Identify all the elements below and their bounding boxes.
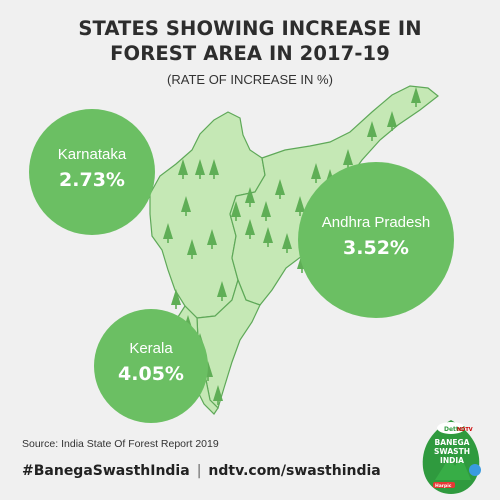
tree-icon (231, 201, 241, 221)
tree-icon (311, 163, 321, 183)
hashtag: #BanegaSwasthIndia (22, 463, 190, 479)
state-name: Andhra Pradesh (321, 214, 431, 231)
tree-icon (343, 149, 353, 169)
logo-brand-2: NDTV (457, 427, 473, 433)
bubble-karnataka (29, 109, 155, 235)
chart-subtitle: (RATE OF INCREASE IN %) (167, 72, 333, 87)
tree-icon (387, 111, 397, 131)
bubble-label: Karnataka 2.73% (29, 146, 155, 191)
state-value: 3.52% (343, 237, 409, 259)
bubble-andhra-pradesh (298, 162, 454, 318)
tree-icon (282, 233, 292, 253)
logo-line-3: INDIA (440, 456, 464, 465)
tree-icon (195, 159, 205, 179)
tree-icon (209, 159, 219, 179)
banega-swasth-india-logo: Dettol NDTV Harpic (422, 420, 481, 494)
tree-icon (187, 239, 197, 259)
tree-icon (213, 385, 223, 405)
title-line-2: FOREST AREA IN 2017-19 (110, 42, 390, 65)
tree-icon (178, 159, 188, 179)
tree-icon (163, 223, 173, 243)
logo-line-2: SWASTH (434, 447, 470, 456)
tree-icon (367, 121, 377, 141)
bubble-label: Andhra Pradesh 3.52% (298, 214, 454, 259)
tree-icon (261, 201, 271, 221)
tree-icon (411, 87, 421, 107)
site-link[interactable]: ndtv.com/swasthindia (208, 463, 381, 479)
logo-brand-3: Harpic (435, 483, 452, 489)
footer: #BanegaSwasthIndia | ndtv.com/swasthindia (22, 463, 381, 479)
tree-icon (295, 196, 305, 216)
chart-title: STATES SHOWING INCREASE IN FOREST AREA I… (0, 16, 500, 66)
state-value: 4.05% (118, 363, 184, 385)
source-note: Source: India State Of Forest Report 201… (22, 438, 219, 450)
tree-icon (217, 281, 227, 301)
tree-icon (245, 219, 255, 239)
bubbles (29, 109, 454, 423)
state-name: Karnataka (57, 146, 127, 163)
logo-line-1: BANEGA (434, 438, 470, 447)
logo-brand-1: Dettol (444, 426, 465, 433)
bubble-label: Kerala 4.05% (94, 340, 208, 385)
footer-separator: | (196, 463, 202, 479)
title-line-1: STATES SHOWING INCREASE IN (78, 17, 422, 40)
tree-icon (171, 289, 181, 309)
state-value: 2.73% (59, 169, 125, 191)
tree-icon (207, 229, 217, 249)
tree-icon (245, 187, 255, 207)
logo-text: BANEGA SWASTH INDIA (430, 438, 474, 465)
state-name: Kerala (129, 340, 173, 357)
tree-icon (181, 196, 191, 216)
tree-icon (275, 179, 285, 199)
bubble-kerala (94, 309, 208, 423)
tree-icon (263, 227, 273, 247)
